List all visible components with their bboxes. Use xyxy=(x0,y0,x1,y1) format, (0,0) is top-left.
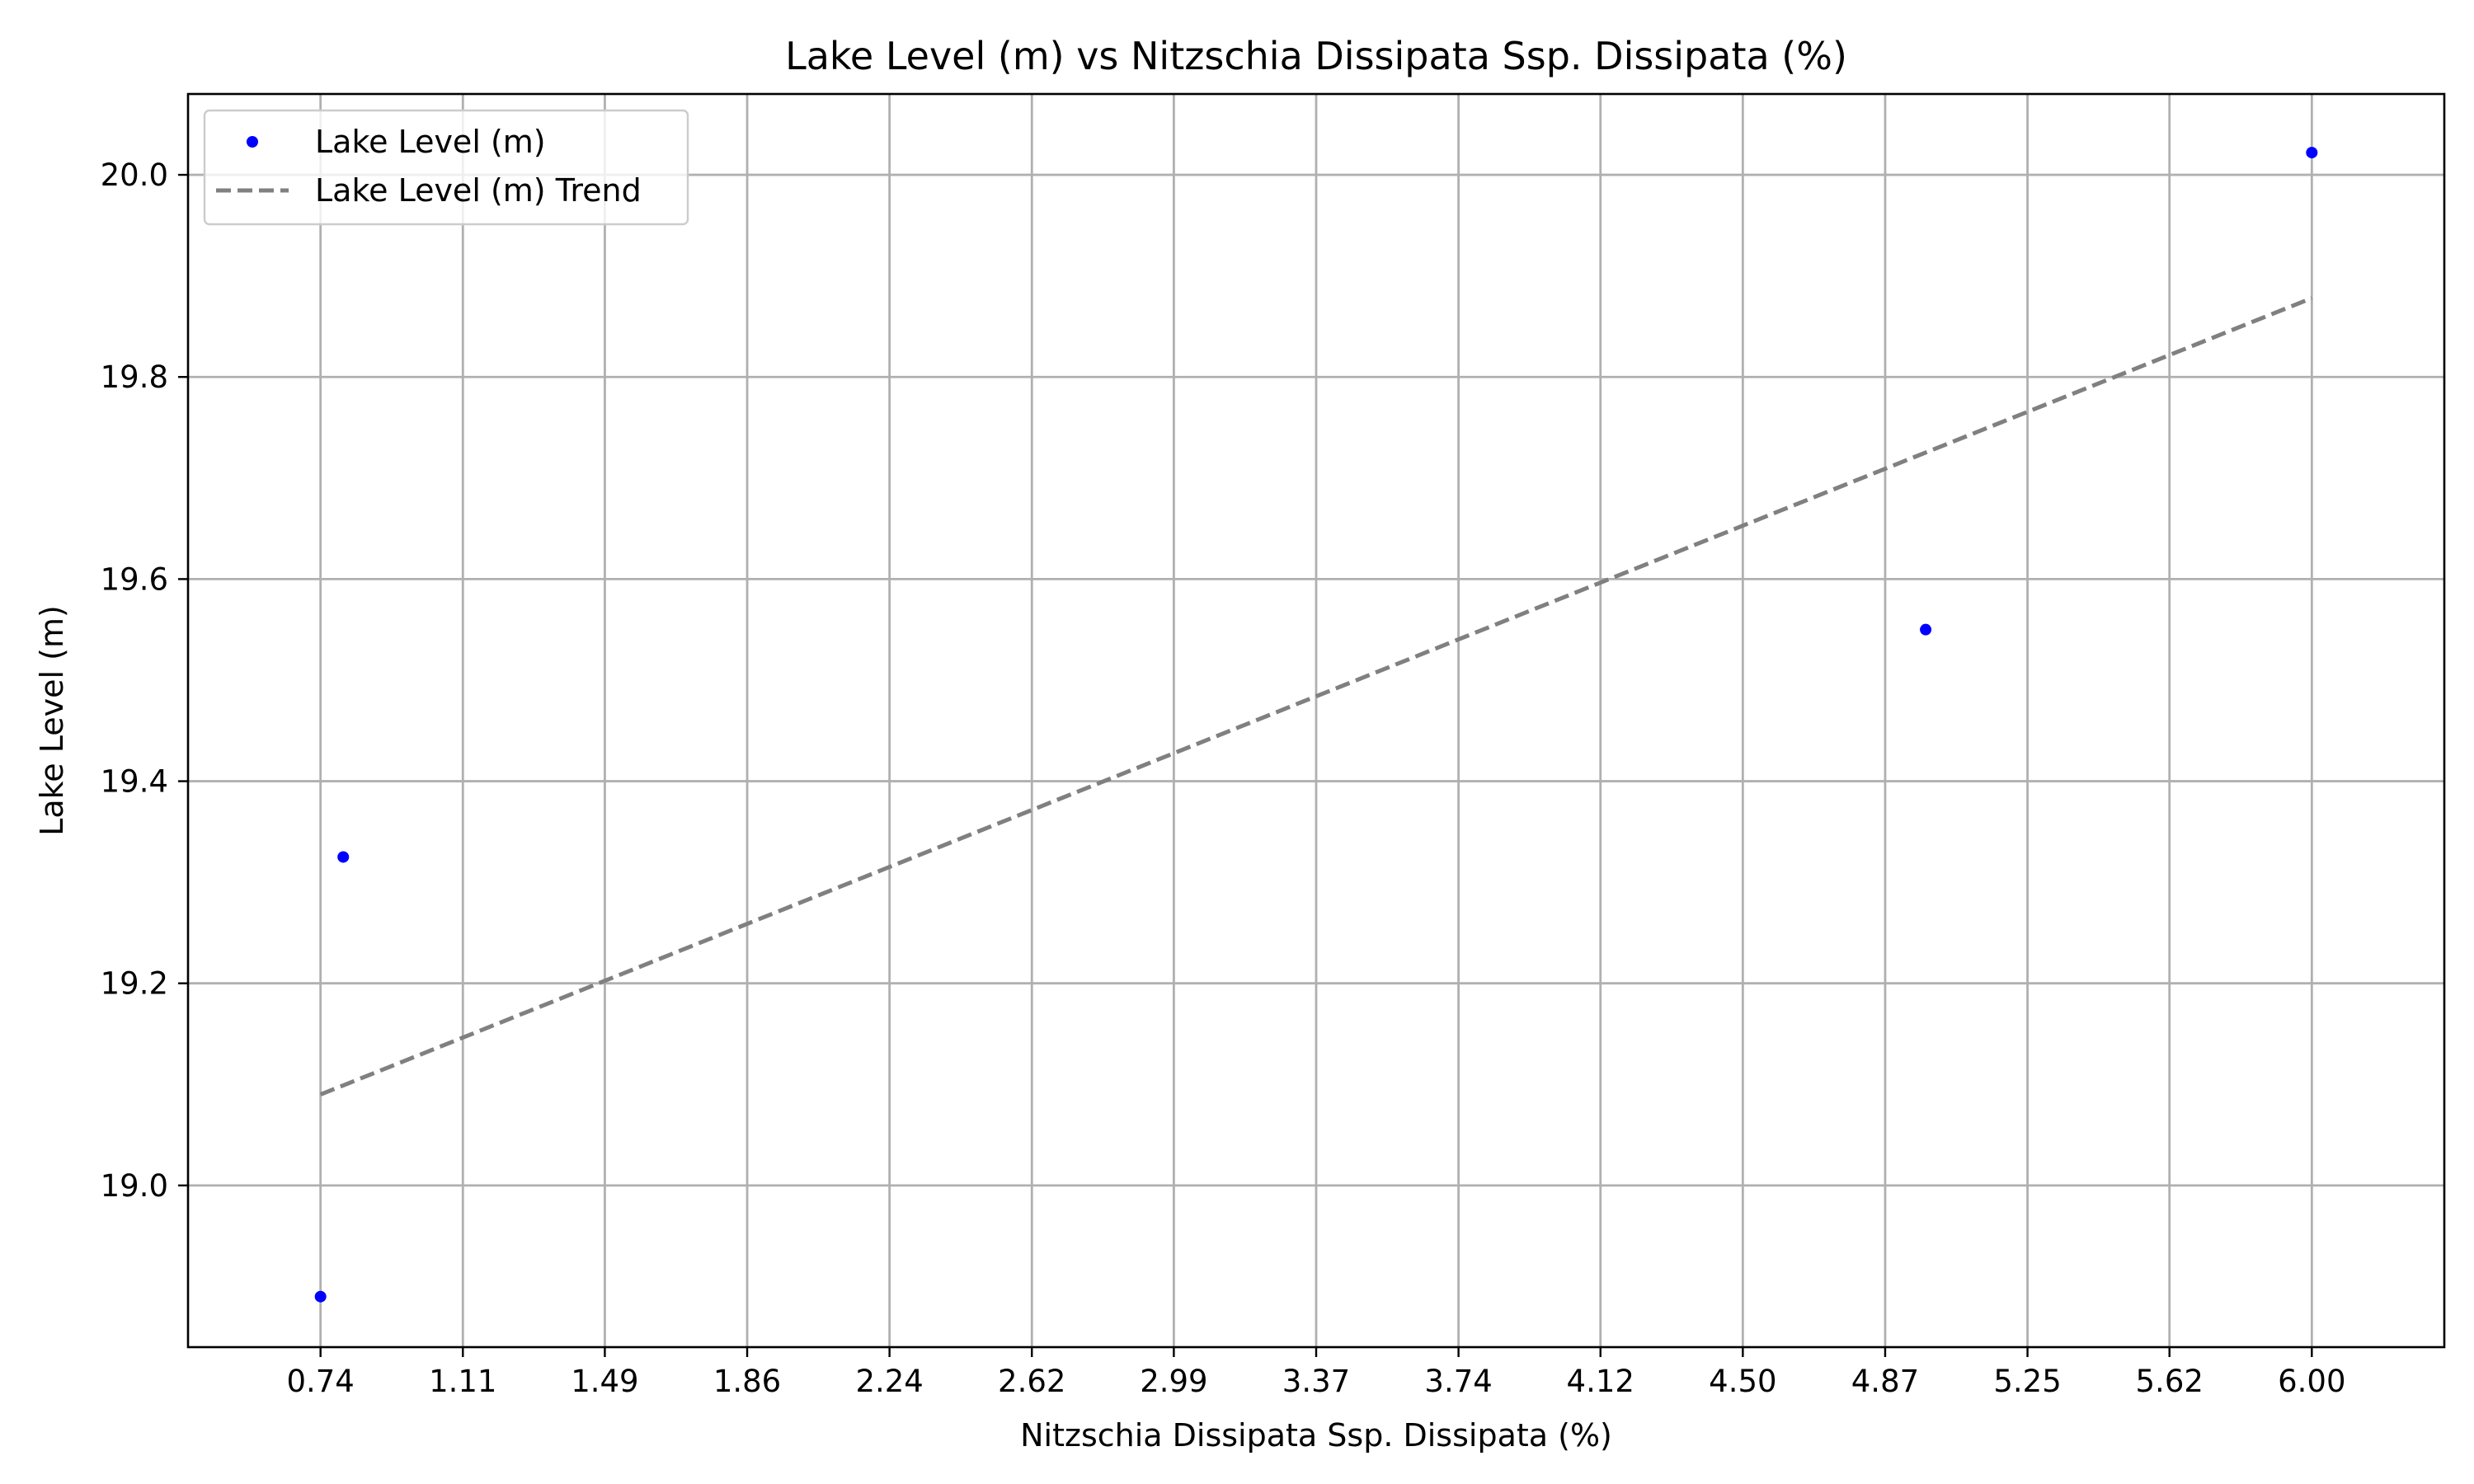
data-point xyxy=(337,851,350,863)
y-tick-label: 19.8 xyxy=(101,359,168,395)
x-tick-label: 4.50 xyxy=(1709,1364,1776,1399)
x-tick-label: 1.11 xyxy=(429,1364,496,1399)
data-point xyxy=(1920,623,1932,636)
x-axis-ticks: 0.74 1.11 1.49 1.86 2.24 2.62 2.99 3.37 3.74 4.12… xyxy=(286,1347,2346,1399)
y-tick-label: 19.6 xyxy=(101,561,168,597)
x-tick-label: 5.62 xyxy=(2136,1364,2204,1399)
x-tick-label: 4.12 xyxy=(1567,1364,1634,1399)
x-tick-label: 3.74 xyxy=(1424,1364,1492,1399)
scatter-points-layer xyxy=(314,147,2318,1303)
y-tick-label: 19.2 xyxy=(101,966,168,1002)
x-tick-label: 1.86 xyxy=(713,1364,781,1399)
trend-line xyxy=(319,296,2313,1097)
x-tick-label: 2.24 xyxy=(855,1364,923,1399)
x-tick-label: 4.87 xyxy=(1851,1364,1919,1399)
y-tick-label: 20.0 xyxy=(101,157,168,193)
x-tick-label: 6.00 xyxy=(2278,1364,2345,1399)
chart-title: Lake Level (m) vs Nitzschia Dissipata Ss… xyxy=(785,34,1847,78)
x-tick-label: 5.25 xyxy=(1993,1364,2061,1399)
y-tick-label: 19.4 xyxy=(101,764,168,800)
x-axis-label: Nitzschia Dissipata Ssp. Dissipata (%) xyxy=(1020,1417,1612,1453)
x-tick-label: 0.74 xyxy=(286,1364,354,1399)
y-axis-label: Lake Level (m) xyxy=(34,605,70,836)
x-tick-label: 3.37 xyxy=(1282,1364,1350,1399)
trend-line-layer xyxy=(319,296,2313,1097)
legend-label-trend: Lake Level (m) Trend xyxy=(315,172,642,209)
legend: Lake Level (m) Lake Level (m) Trend xyxy=(203,109,689,226)
legend-box xyxy=(203,109,689,226)
legend-marker-scatter xyxy=(247,136,258,148)
x-tick-label: 2.62 xyxy=(998,1364,1065,1399)
x-tick-label: 2.99 xyxy=(1140,1364,1207,1399)
legend-label-scatter: Lake Level (m) xyxy=(315,124,546,160)
grid xyxy=(188,94,2444,1347)
data-point xyxy=(2306,147,2318,159)
y-tick-label: 19.0 xyxy=(101,1168,168,1204)
x-tick-label: 1.49 xyxy=(571,1364,638,1399)
y-axis-ticks: 19.0 19.2 19.4 19.6 19.8 20.0 xyxy=(101,157,188,1204)
data-point xyxy=(314,1290,327,1303)
